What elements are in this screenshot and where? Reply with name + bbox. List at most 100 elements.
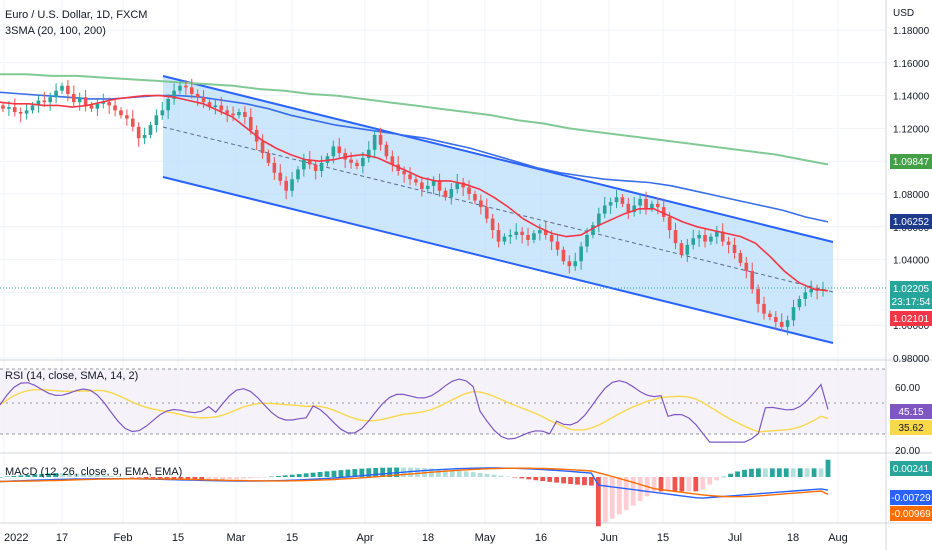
candle[interactable] xyxy=(184,79,188,95)
candle[interactable] xyxy=(762,296,766,320)
candle[interactable] xyxy=(774,311,778,330)
candle[interactable] xyxy=(213,99,218,115)
candle[interactable] xyxy=(779,313,784,332)
candle[interactable] xyxy=(248,108,253,135)
candle[interactable] xyxy=(24,103,29,120)
candle[interactable] xyxy=(390,150,395,172)
candle[interactable] xyxy=(408,167,412,186)
candle[interactable] xyxy=(508,229,513,244)
candle[interactable] xyxy=(349,152,353,169)
candle[interactable] xyxy=(60,82,64,94)
candle[interactable] xyxy=(142,127,147,145)
candles[interactable] xyxy=(1,78,825,336)
candle[interactable] xyxy=(455,173,460,194)
candle[interactable] xyxy=(319,155,324,177)
candle[interactable] xyxy=(597,207,601,233)
candle[interactable] xyxy=(237,108,241,119)
channel-lower-line[interactable] xyxy=(162,176,834,344)
candle[interactable] xyxy=(302,153,306,177)
candle[interactable] xyxy=(313,159,318,180)
candle[interactable] xyxy=(685,238,690,262)
candle[interactable] xyxy=(756,284,760,313)
candle[interactable] xyxy=(490,214,495,239)
candle[interactable] xyxy=(620,194,625,208)
candle[interactable] xyxy=(243,106,247,125)
candle[interactable] xyxy=(532,230,536,244)
candle[interactable] xyxy=(608,197,613,215)
candle[interactable] xyxy=(785,315,790,336)
candle[interactable] xyxy=(148,121,153,139)
candle[interactable] xyxy=(284,176,288,200)
candle[interactable] xyxy=(709,233,713,245)
rsi-ma-line[interactable] xyxy=(0,389,829,433)
candle[interactable] xyxy=(71,85,76,107)
candle[interactable] xyxy=(272,156,277,180)
candle[interactable] xyxy=(36,94,41,113)
candle[interactable] xyxy=(372,130,377,159)
candle[interactable] xyxy=(420,176,424,197)
sma20-line[interactable] xyxy=(0,94,829,292)
candle[interactable] xyxy=(178,82,182,94)
candle[interactable] xyxy=(166,94,170,119)
candle[interactable] xyxy=(207,98,212,111)
candle[interactable] xyxy=(591,221,595,239)
candle[interactable] xyxy=(77,92,82,111)
rsi-legend[interactable]: RSI (14, close, SMA, 14, 2) xyxy=(5,370,138,382)
candle[interactable] xyxy=(791,299,796,327)
candle[interactable] xyxy=(443,187,448,201)
candle[interactable] xyxy=(278,164,283,186)
candle[interactable] xyxy=(768,310,772,321)
candle[interactable] xyxy=(260,134,265,159)
candle[interactable] xyxy=(502,233,507,245)
candle[interactable] xyxy=(160,101,165,120)
candle[interactable] xyxy=(661,198,666,222)
candle[interactable] xyxy=(555,234,560,256)
candle[interactable] xyxy=(378,127,383,151)
candle[interactable] xyxy=(1,102,5,112)
candle[interactable] xyxy=(125,109,129,126)
channel-upper-line[interactable] xyxy=(162,75,834,243)
candle[interactable] xyxy=(797,295,802,311)
candle[interactable] xyxy=(83,90,88,112)
candle[interactable] xyxy=(66,79,70,102)
candle[interactable] xyxy=(48,92,52,111)
candle[interactable] xyxy=(656,197,660,215)
candle[interactable] xyxy=(361,152,365,174)
candle[interactable] xyxy=(644,191,648,215)
candle[interactable] xyxy=(18,107,23,123)
candle[interactable] xyxy=(189,78,194,99)
candle[interactable] xyxy=(614,190,619,209)
candle[interactable] xyxy=(484,198,489,224)
candle[interactable] xyxy=(201,90,206,109)
candle[interactable] xyxy=(673,222,678,250)
candle[interactable] xyxy=(266,149,271,167)
candle[interactable] xyxy=(602,196,607,219)
channel-middle-line[interactable] xyxy=(162,126,834,293)
candle[interactable] xyxy=(573,252,578,271)
candle[interactable] xyxy=(650,200,654,213)
candle[interactable] xyxy=(431,176,436,195)
candle[interactable] xyxy=(732,237,737,259)
candle[interactable] xyxy=(567,255,572,274)
macd-legend[interactable]: MACD (12, 26, close, 9, EMA, EMA) xyxy=(5,466,182,478)
candle[interactable] xyxy=(384,141,389,160)
candle[interactable] xyxy=(449,183,454,205)
candle[interactable] xyxy=(101,93,106,109)
candle[interactable] xyxy=(803,286,808,307)
candle[interactable] xyxy=(42,91,47,107)
candle[interactable] xyxy=(154,109,159,133)
candle[interactable] xyxy=(337,137,342,158)
candle[interactable] xyxy=(355,159,359,170)
candle[interactable] xyxy=(579,241,583,270)
candle[interactable] xyxy=(425,177,430,194)
candle[interactable] xyxy=(414,175,418,186)
candle[interactable] xyxy=(703,227,707,248)
candle[interactable] xyxy=(437,173,442,197)
candle[interactable] xyxy=(231,106,235,122)
candle[interactable] xyxy=(514,223,519,240)
candle[interactable] xyxy=(638,194,642,215)
candle[interactable] xyxy=(290,172,294,197)
time-axis[interactable]: 2022 17 Feb 15 Mar 15 Apr 18 May 16 Jun 15 Jul 18 Aug xyxy=(4,532,848,544)
candle[interactable] xyxy=(54,83,58,104)
candle[interactable] xyxy=(296,166,300,183)
